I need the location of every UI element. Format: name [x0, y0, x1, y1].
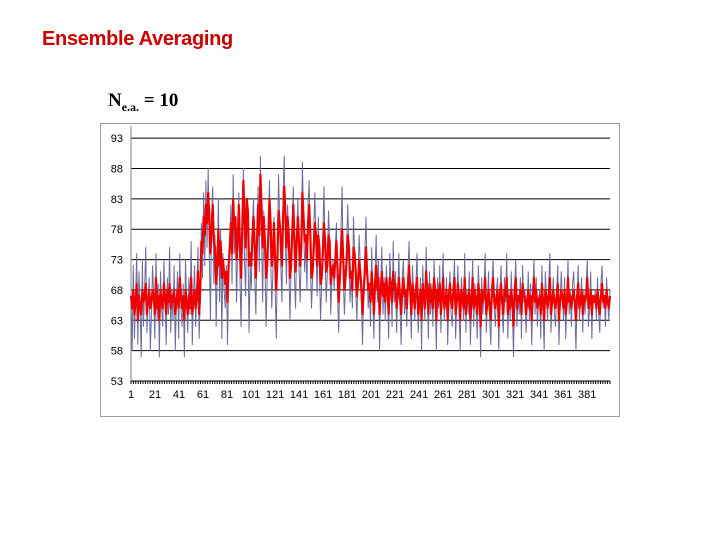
y-tick-label: 53: [111, 376, 123, 388]
series-lines: [129, 155, 612, 358]
y-tick-label: 83: [111, 194, 123, 206]
x-tick-label: 1: [128, 389, 134, 401]
x-tick-label: 101: [242, 389, 260, 401]
x-axis-tick-labels: 1 21 41 61 81 101 121 141 161 181 201 221 241 261 281 3…: [128, 389, 596, 401]
x-tick-label: 361: [554, 389, 572, 401]
y-axis-tick-labels: 93 88 83 78 73 68 63 58 53: [111, 133, 123, 388]
slide-title: Ensemble Averaging: [42, 28, 233, 50]
x-tick-label: 301: [482, 389, 500, 401]
x-tick-label: 221: [386, 389, 404, 401]
series-line-averaged: [129, 173, 612, 328]
x-tick-label: 41: [173, 389, 185, 401]
x-tick-label: 241: [410, 389, 428, 401]
x-tick-label: 141: [290, 389, 308, 401]
ensemble-count-label: Ne.a. = 10: [108, 90, 178, 115]
x-tick-label: 321: [506, 389, 524, 401]
x-tick-label: 261: [434, 389, 452, 401]
y-tick-label: 68: [111, 285, 123, 297]
y-tick-label: 63: [111, 315, 123, 327]
x-tick-label: 181: [338, 389, 356, 401]
x-tick-label: 201: [362, 389, 380, 401]
y-tick-label: 58: [111, 346, 123, 358]
ensemble-count-subscript: e.a.: [121, 100, 140, 114]
x-tick-label: 61: [197, 389, 209, 401]
x-tick-label: 381: [578, 389, 596, 401]
ensemble-count-value: = 10: [139, 90, 179, 111]
ensemble-count-symbol: N: [108, 90, 122, 111]
y-tick-label: 93: [111, 133, 123, 145]
x-tick-label: 81: [221, 389, 233, 401]
series-line-raw: [130, 155, 611, 358]
x-tick-label: 121: [266, 389, 284, 401]
y-tick-label: 88: [111, 164, 123, 176]
x-tick-label: 21: [149, 389, 161, 401]
x-tick-label: 281: [458, 389, 476, 401]
x-tick-label: 161: [314, 389, 332, 401]
x-tick-label: 341: [530, 389, 548, 401]
y-tick-label: 78: [111, 224, 123, 236]
y-tick-label: 73: [111, 255, 123, 267]
axes: [130, 126, 611, 384]
